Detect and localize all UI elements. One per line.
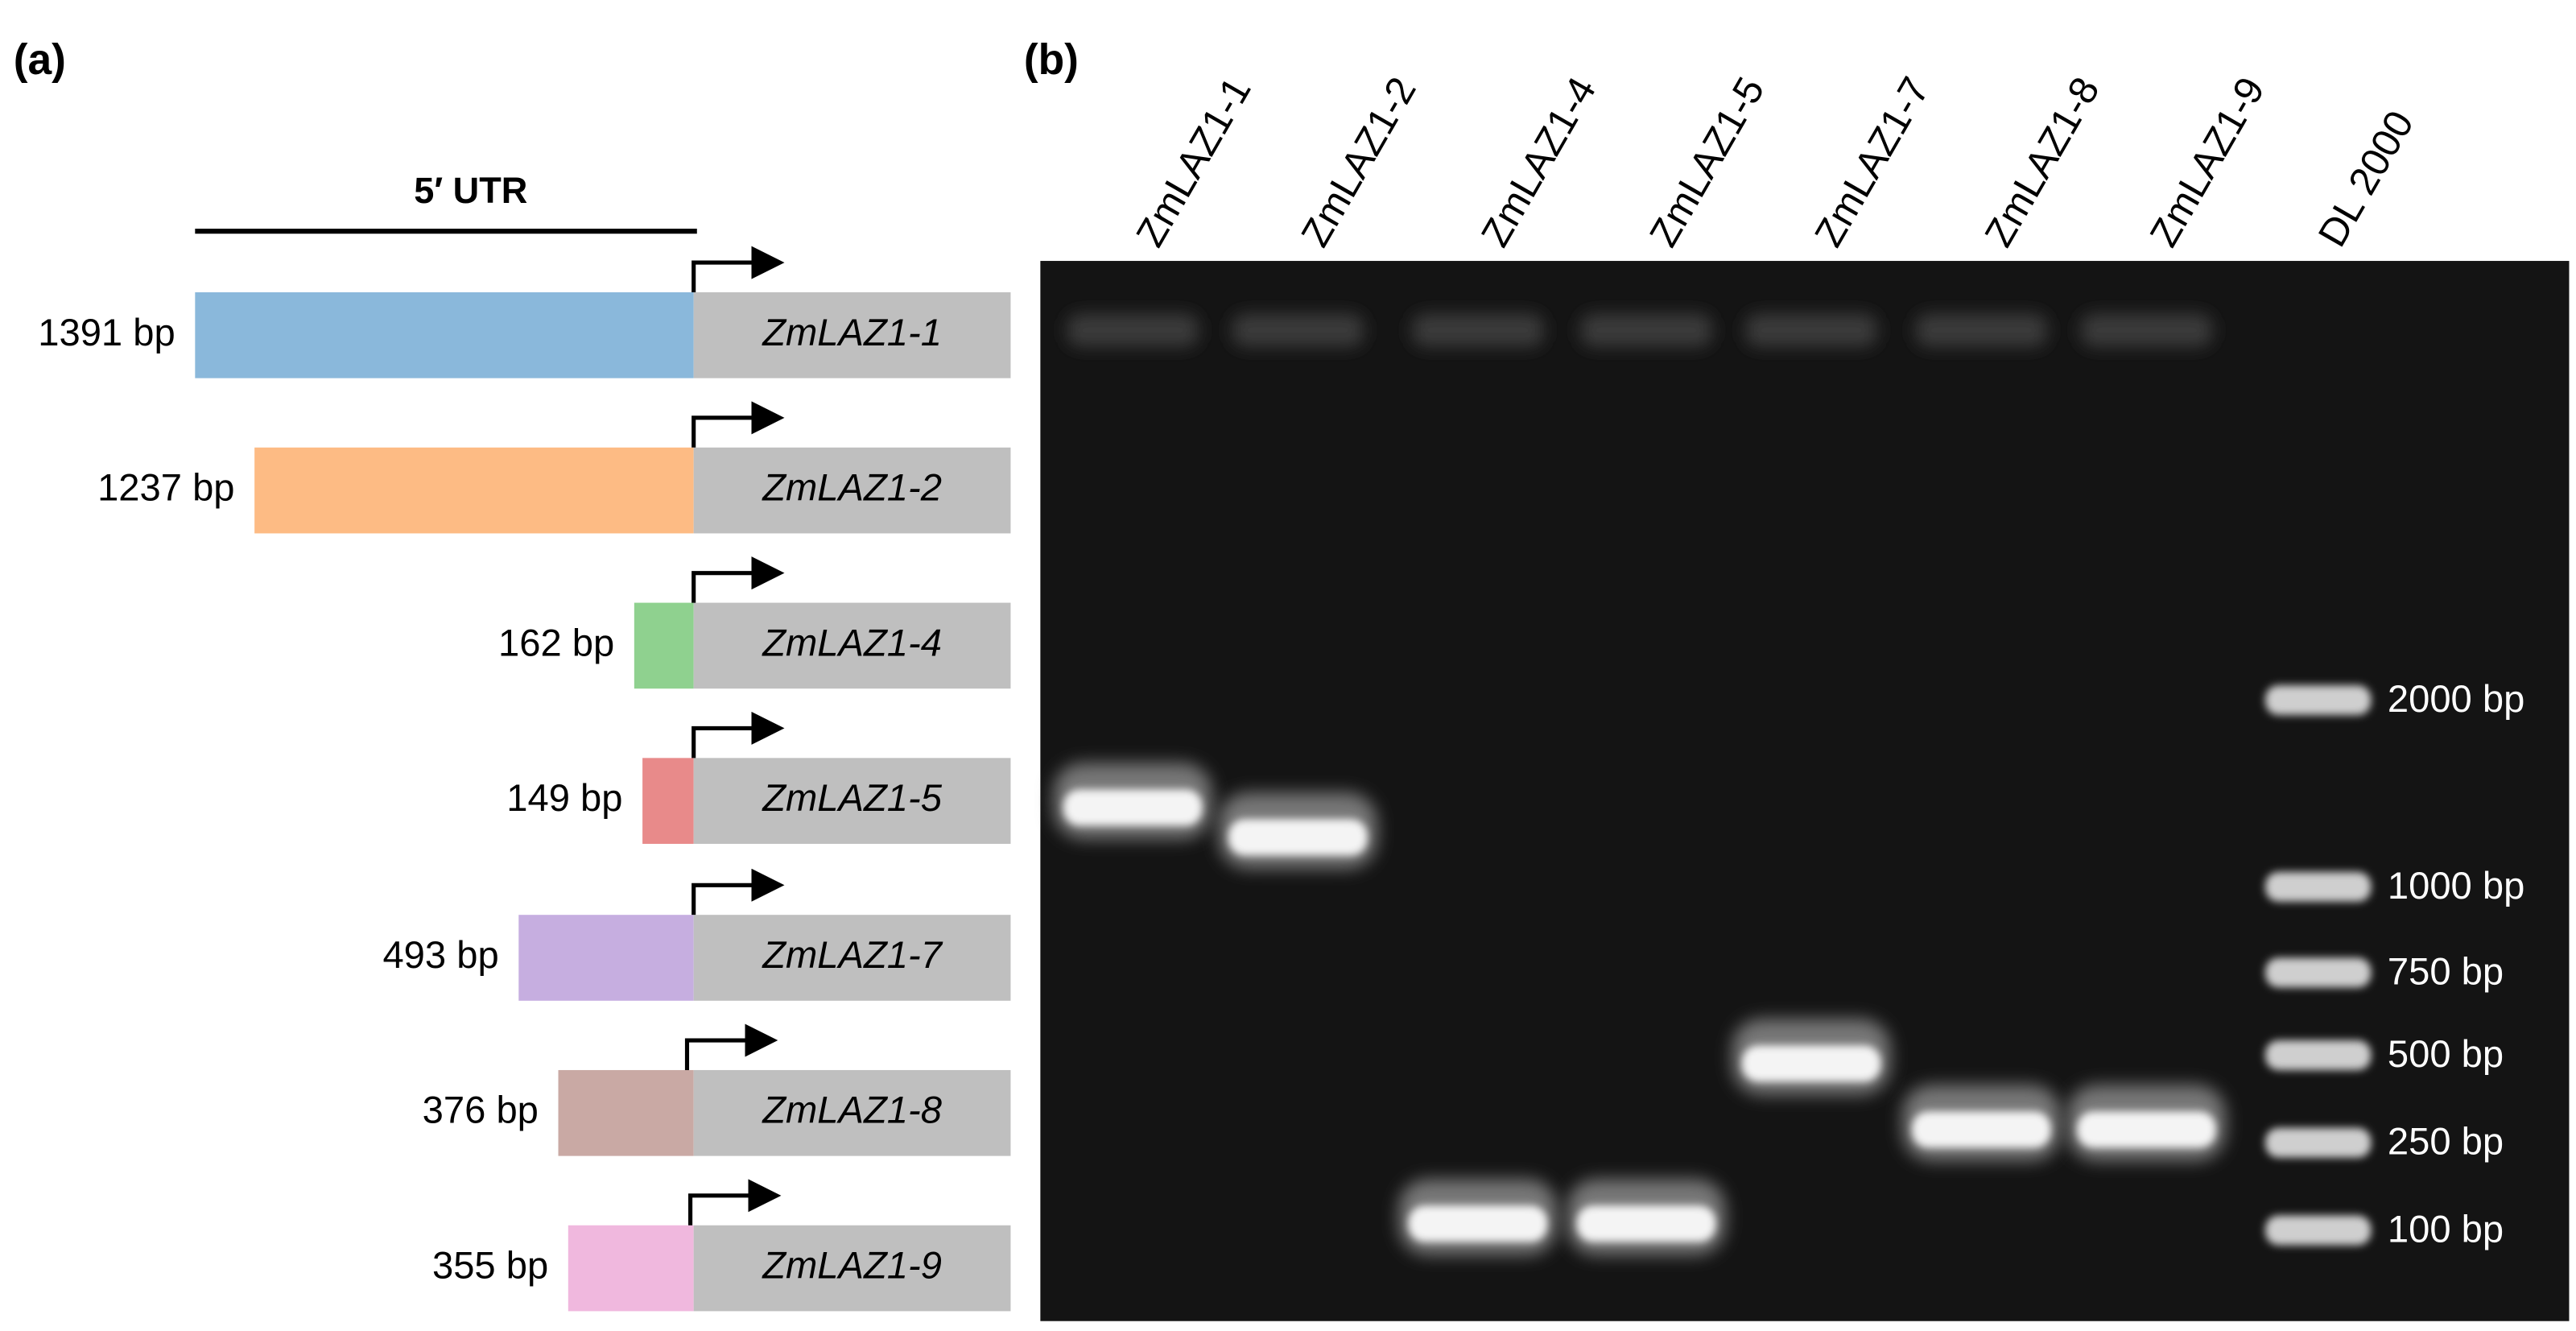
- tss-arrow: [691, 868, 785, 916]
- utr-box: [642, 758, 694, 844]
- panel-label: (a): [14, 36, 66, 84]
- band: [1912, 1111, 2051, 1148]
- tss-arrow: [691, 556, 785, 603]
- marker-label: 500 bp: [2388, 1032, 2504, 1075]
- gene-box: [693, 447, 1011, 534]
- band: [1408, 1205, 1547, 1242]
- lane-label: DL 2000: [2310, 103, 2422, 254]
- tss-arrow: [684, 1023, 778, 1070]
- utr-box: [558, 1069, 694, 1156]
- band: [1576, 1205, 1716, 1242]
- utr-box: [254, 447, 694, 534]
- well: [2080, 313, 2213, 347]
- band: [1228, 819, 1368, 856]
- well: [1915, 313, 2048, 347]
- gene-box: [693, 1225, 1011, 1312]
- marker-label: 1000 bp: [2388, 864, 2524, 907]
- lane-label: ZmLAZ1-7: [1806, 70, 1938, 254]
- tss-arrow: [691, 246, 785, 293]
- well: [1745, 313, 1878, 347]
- length-label: 376 bp: [423, 1089, 539, 1131]
- gene-label: ZmLAZ1-4: [762, 621, 942, 663]
- ladder-band: [2265, 685, 2372, 716]
- utr-box: [518, 915, 694, 1001]
- gene-box: [693, 1069, 1011, 1156]
- well: [1411, 313, 1544, 347]
- length-label: 149 bp: [506, 776, 622, 819]
- gene-label: ZmLAZ1-8: [762, 1089, 942, 1131]
- band: [2077, 1111, 2216, 1148]
- marker-label: 750 bp: [2388, 949, 2504, 992]
- length-label: 162 bp: [498, 621, 614, 663]
- well: [1232, 313, 1364, 347]
- ladder-band: [2265, 871, 2372, 902]
- gene-rows: 1391 bp ZmLAZ1-1 1237 bp ZmLAZ1-2 162 bp ZmLA…: [38, 246, 1011, 1312]
- utr-box: [568, 1225, 694, 1312]
- gene-label: ZmLAZ1-1: [762, 311, 942, 353]
- tss-arrow: [691, 711, 785, 759]
- gel: [1040, 261, 2570, 1321]
- marker-label: 2000 bp: [2388, 677, 2524, 720]
- utr-box: [634, 602, 694, 689]
- length-label: 1391 bp: [38, 311, 175, 353]
- gene-label: ZmLAZ1-5: [762, 776, 942, 819]
- lane-label: ZmLAZ1-4: [1473, 70, 1605, 254]
- well: [1067, 313, 1199, 347]
- ladder-band: [2265, 1127, 2372, 1158]
- well: [1580, 313, 1713, 347]
- tss-arrow: [688, 1179, 782, 1226]
- lane-label: ZmLAZ1-2: [1293, 70, 1425, 254]
- gene-label: ZmLAZ1-2: [762, 466, 942, 509]
- gene-label: ZmLAZ1-9: [762, 1244, 942, 1287]
- panel-label: (b): [1024, 36, 1079, 84]
- length-label: 355 bp: [432, 1244, 548, 1287]
- utr-label: 5′ UTR: [414, 170, 527, 211]
- ladder-band: [2265, 1215, 2372, 1246]
- lane-label: ZmLAZ1-9: [2141, 70, 2273, 254]
- marker-label: 100 bp: [2388, 1207, 2504, 1250]
- length-label: 1237 bp: [97, 466, 234, 509]
- ladder-band: [2265, 957, 2372, 988]
- lane-label: ZmLAZ1-5: [1641, 70, 1773, 254]
- ladder-band: [2265, 1040, 2372, 1070]
- gene-box: [693, 915, 1011, 1001]
- lane-label: ZmLAZ1-1: [1128, 70, 1260, 254]
- length-label: 493 bp: [382, 933, 498, 976]
- utr-box: [195, 292, 694, 378]
- marker-label: 250 bp: [2388, 1120, 2504, 1163]
- gene-box: [693, 758, 1011, 844]
- band: [1063, 789, 1203, 826]
- band: [1741, 1045, 1881, 1082]
- gene-label: ZmLAZ1-7: [762, 933, 943, 976]
- gene-box: [693, 292, 1011, 378]
- lane-label: ZmLAZ1-8: [1976, 70, 2108, 254]
- gene-box: [693, 602, 1011, 689]
- tss-arrow: [691, 401, 785, 448]
